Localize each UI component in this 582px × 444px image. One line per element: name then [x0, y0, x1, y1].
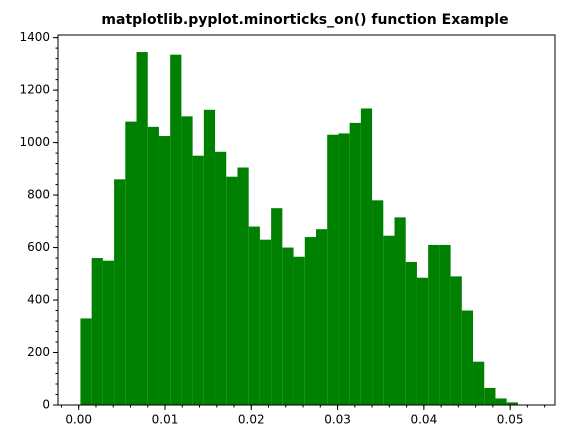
y-tick-label: 1200: [19, 83, 50, 97]
chart-title: matplotlib.pyplot.minorticks_on() functi…: [101, 12, 508, 28]
bar: [102, 260, 115, 405]
bar: [349, 122, 361, 405]
bar: [416, 277, 429, 405]
x-tick-label: 0.01: [152, 413, 179, 427]
bar: [226, 176, 238, 405]
bar: [383, 235, 395, 405]
bar: [259, 239, 272, 405]
bar: [282, 247, 294, 405]
bar: [304, 237, 316, 405]
bar: [338, 133, 350, 406]
x-tick-label: 0.05: [497, 413, 524, 427]
bar: [327, 134, 339, 405]
bar: [237, 167, 249, 405]
y-tick-label: 800: [27, 188, 50, 202]
bar: [484, 387, 496, 405]
x-tick-label: 0.03: [324, 413, 351, 427]
y-tick-label: 200: [27, 345, 50, 359]
bar: [91, 258, 103, 405]
bar: [360, 108, 373, 406]
bar: [372, 200, 384, 405]
bar: [315, 229, 328, 405]
bar: [495, 398, 507, 405]
bar: [170, 54, 182, 406]
bar: [394, 217, 406, 405]
bar: [405, 261, 417, 405]
bar: [461, 310, 474, 405]
bar: [473, 361, 485, 405]
x-tick-label: 0.00: [65, 413, 92, 427]
x-tick-label: 0.04: [410, 413, 437, 427]
bar: [450, 276, 462, 405]
bar: [136, 52, 148, 406]
plot-frame: [57, 34, 556, 406]
y-tick-label: 1400: [19, 30, 50, 44]
x-tick-label: 0.02: [238, 413, 265, 427]
bar: [158, 136, 171, 405]
bar: [80, 318, 92, 405]
bar: [203, 109, 216, 405]
bar: [293, 256, 305, 405]
bar: [114, 179, 126, 405]
bar: [215, 151, 227, 405]
bar: [248, 226, 260, 405]
bar: [506, 402, 518, 405]
bar: [181, 116, 193, 405]
bar: [428, 244, 440, 405]
bar: [271, 208, 283, 405]
y-tick-label: 400: [27, 293, 50, 307]
bar: [192, 155, 204, 405]
y-tick-label: 1000: [19, 135, 50, 149]
bar: [439, 244, 451, 405]
y-tick-label: 600: [27, 240, 50, 254]
y-tick-label: 0: [42, 398, 50, 412]
bar: [147, 126, 159, 406]
bar: [125, 121, 137, 406]
